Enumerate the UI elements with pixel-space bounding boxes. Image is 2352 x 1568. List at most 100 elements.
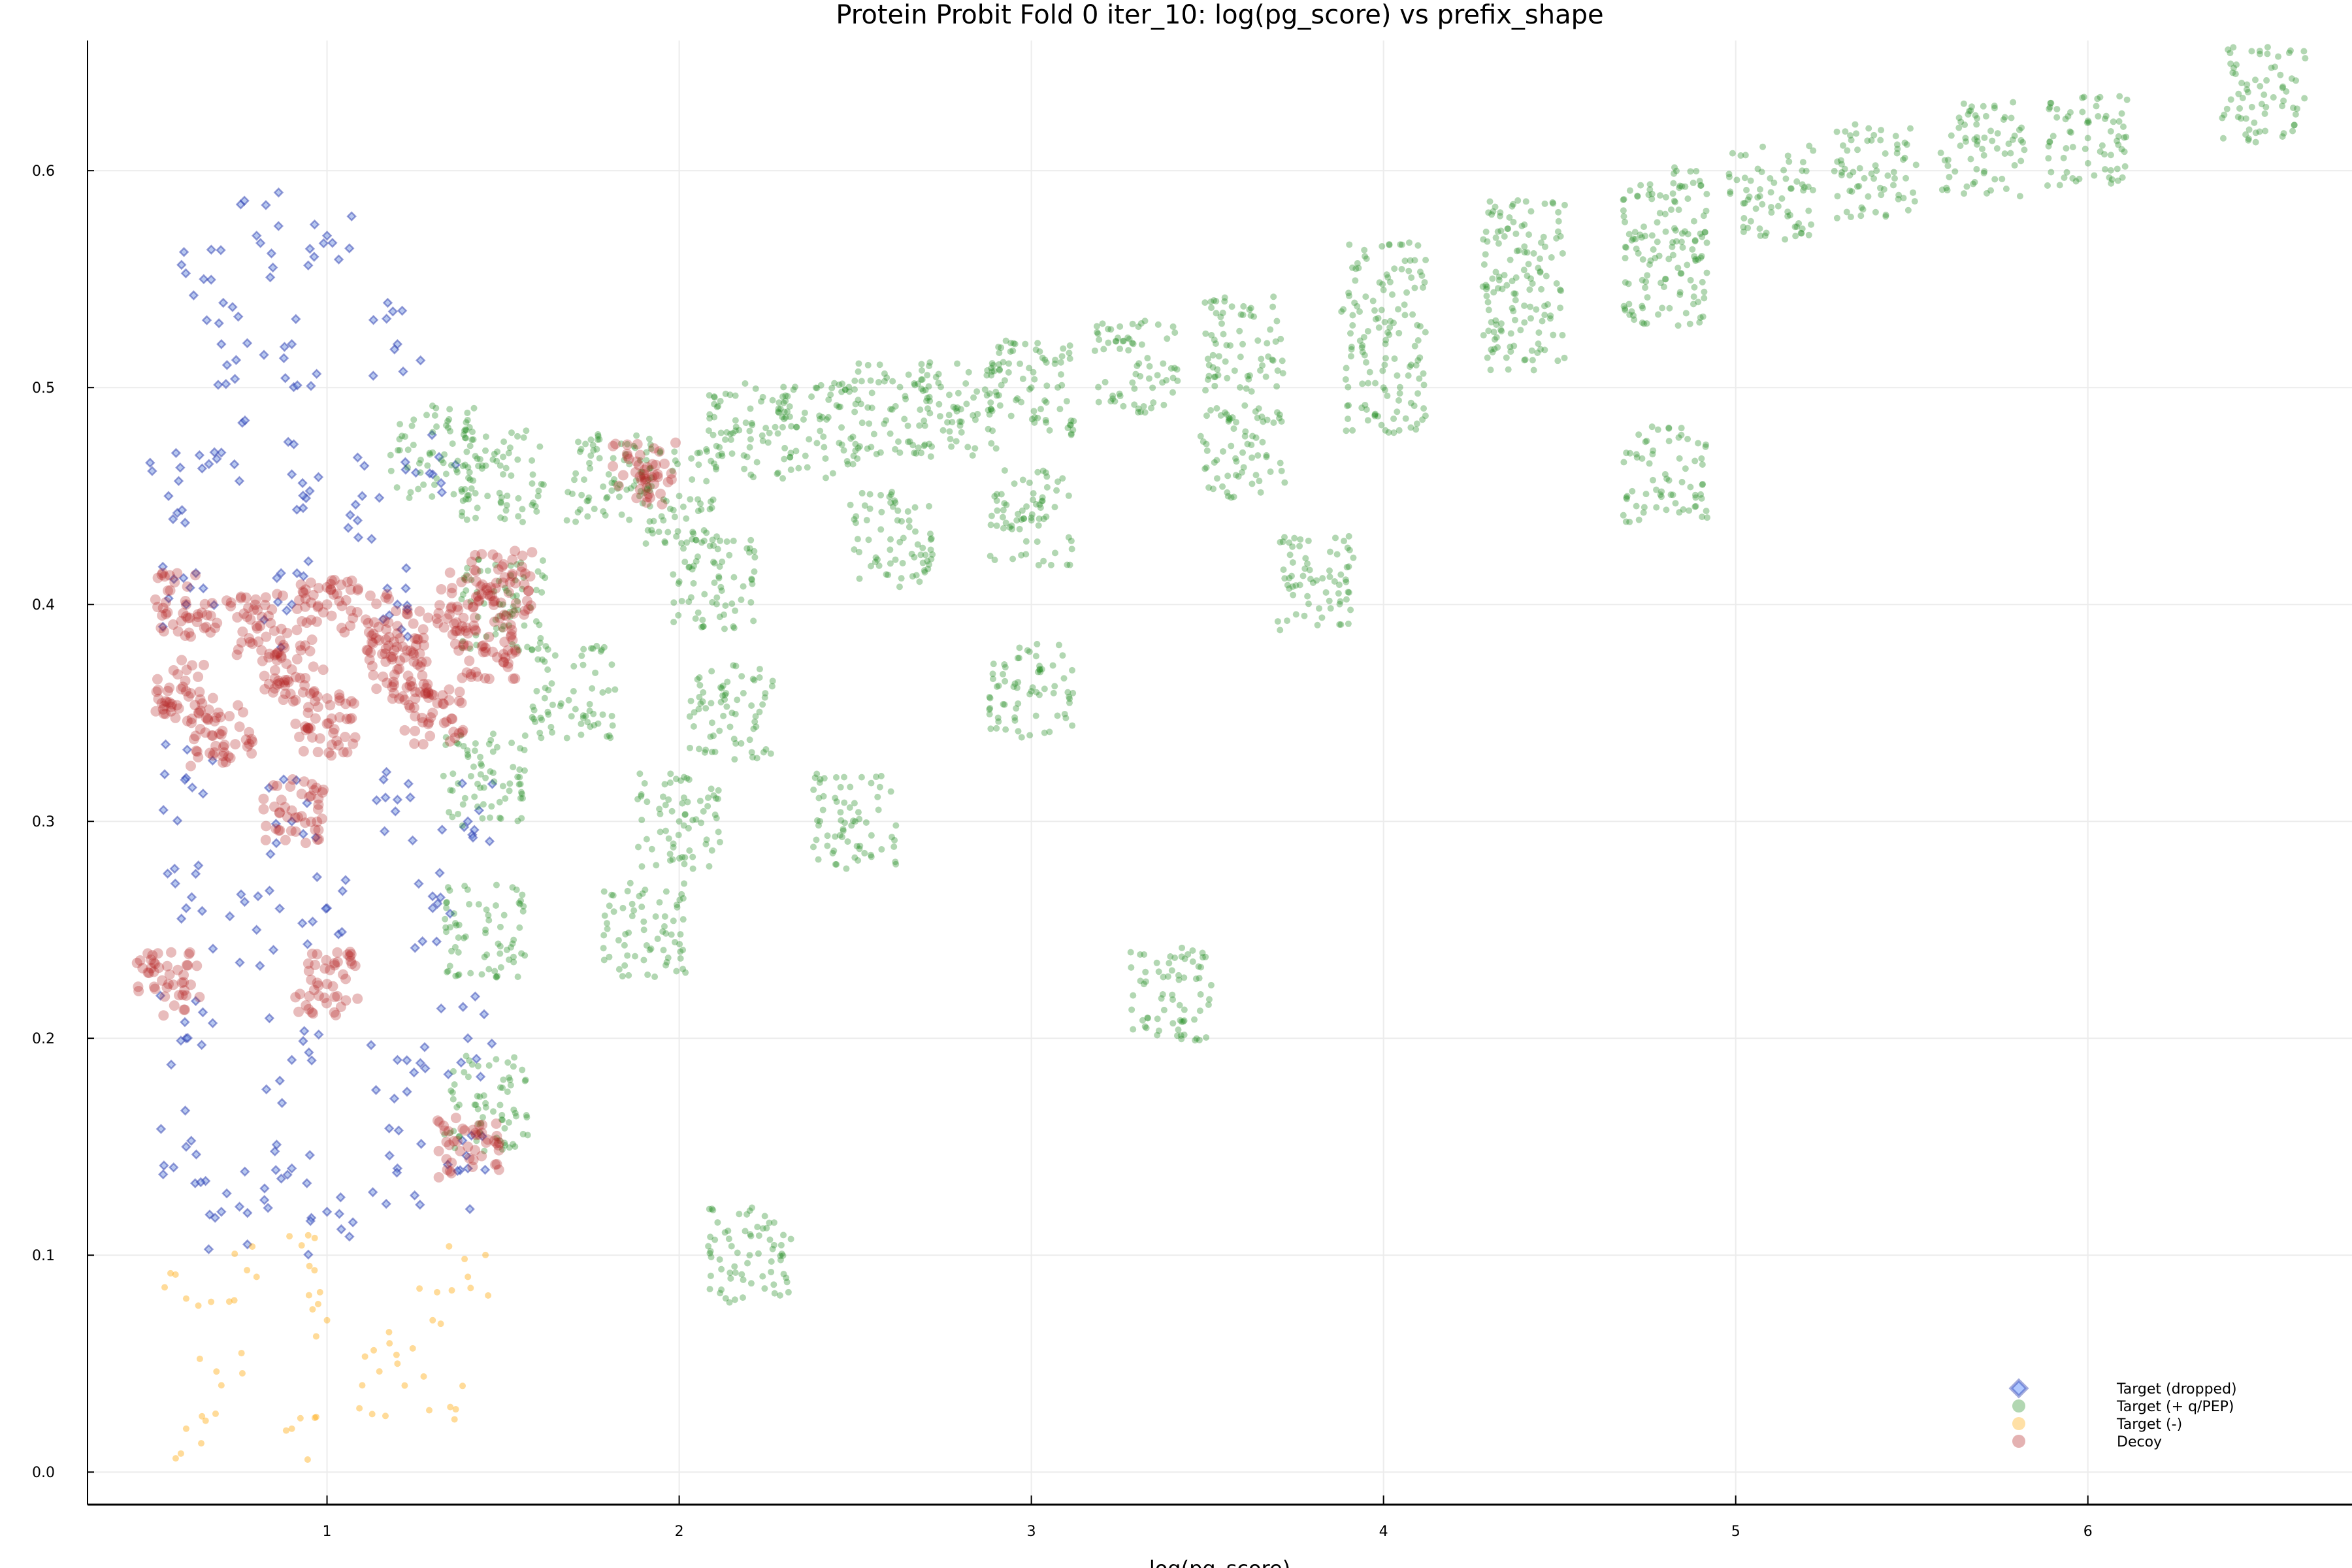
point-target-q-pep — [1530, 250, 1537, 257]
point-decoy — [256, 645, 267, 656]
point-target-q-pep — [697, 700, 704, 708]
point-target-dropped — [264, 885, 275, 896]
point-target-q-pep — [514, 456, 521, 463]
point-target-q-pep — [506, 780, 514, 787]
point-target-q-pep — [1937, 150, 1944, 157]
point-target-q-pep — [1026, 648, 1033, 655]
point-target-q-pep — [458, 595, 465, 602]
point-target-q-pep — [1058, 382, 1066, 389]
point-target-q-pep — [2119, 174, 2126, 181]
point-target-q-pep — [998, 382, 1005, 389]
point-target-q-pep — [1030, 497, 1037, 504]
point-target-q-pep — [474, 613, 482, 621]
point-target-q-pep — [670, 506, 677, 514]
point-target-q-pep — [1112, 338, 1119, 345]
point-target-q-pep — [1028, 511, 1036, 518]
point-target-q-pep — [504, 1059, 512, 1066]
point-target-q-pep — [646, 465, 653, 472]
point-target-q-pep — [1676, 509, 1683, 516]
point-target-q-pep — [1906, 125, 1914, 132]
point-decoy — [180, 686, 191, 696]
point-decoy — [499, 572, 510, 583]
point-target-dropped — [431, 936, 442, 947]
point-target-q-pep — [792, 423, 800, 431]
point-target-dropped — [303, 260, 314, 271]
point-target-q-pep — [1409, 311, 1416, 318]
point-target-q-pep — [1756, 225, 1763, 232]
point-decoy — [427, 708, 438, 719]
point-target-q-pep — [815, 822, 822, 829]
point-target-q-pep — [747, 1232, 755, 1239]
point-decoy — [225, 753, 236, 764]
point-target-q-pep — [1289, 543, 1296, 550]
point-target-q-pep — [600, 888, 608, 895]
point-target-q-pep — [779, 1252, 787, 1259]
point-target-q-pep — [1176, 1002, 1183, 1009]
point-target-q-pep — [722, 602, 729, 610]
point-target-q-pep — [2101, 115, 2108, 122]
point-target-q-pep — [753, 755, 760, 762]
point-target-dropped — [157, 621, 169, 632]
point-decoy — [304, 990, 315, 1002]
point-decoy — [295, 640, 306, 651]
x-tick-label: 5 — [1731, 1524, 1740, 1540]
point-target-q-pep — [624, 887, 631, 894]
point-target — [311, 1234, 318, 1241]
point-target-q-pep — [681, 811, 689, 819]
point-target-q-pep — [1655, 311, 1662, 318]
point-target-q-pep — [730, 537, 737, 544]
point-target-q-pep — [1039, 494, 1046, 501]
point-target-q-pep — [986, 711, 993, 718]
point-target-q-pep — [456, 1102, 463, 1109]
point-target-q-pep — [557, 700, 564, 707]
point-target-q-pep — [1868, 170, 1875, 177]
point-target-q-pep — [830, 847, 838, 855]
point-target-dropped — [436, 487, 448, 498]
point-target-q-pep — [1095, 384, 1102, 391]
point-target-q-pep — [1868, 137, 1875, 144]
point-decoy — [344, 951, 355, 962]
point-target-dropped — [186, 1135, 197, 1146]
point-target-q-pep — [1236, 327, 1243, 335]
point-target-dropped — [159, 1160, 169, 1171]
point-target-q-pep — [625, 972, 632, 979]
point-decoy — [441, 716, 452, 727]
point-target — [195, 1302, 202, 1309]
point-target-dropped — [384, 1123, 395, 1134]
point-target-q-pep — [824, 832, 831, 840]
point-target-q-pep — [503, 502, 510, 509]
point-decoy — [389, 679, 400, 691]
point-target-q-pep — [1537, 268, 1544, 275]
legend-label-target: Target (-) — [2116, 1416, 2182, 1433]
point-target-q-pep — [657, 449, 664, 456]
point-target-q-pep — [970, 412, 977, 419]
point-target-q-pep — [847, 501, 854, 508]
point-decoy — [156, 569, 167, 580]
point-target-q-pep — [751, 568, 758, 575]
point-target-q-pep — [1699, 481, 1707, 488]
point-target-q-pep — [1208, 304, 1215, 312]
point-target-q-pep — [1263, 453, 1270, 461]
point-target-q-pep — [1701, 229, 1708, 236]
point-decoy — [381, 624, 392, 635]
point-target-q-pep — [1407, 424, 1414, 431]
point-target-q-pep — [2279, 133, 2286, 140]
point-target-q-pep — [841, 819, 848, 826]
point-target-q-pep — [442, 915, 449, 923]
point-decoy — [418, 640, 429, 651]
point-target-q-pep — [532, 718, 539, 725]
point-target-q-pep — [1153, 959, 1160, 966]
point-target — [304, 1456, 311, 1463]
point-decoy — [278, 694, 289, 706]
point-decoy — [523, 585, 534, 596]
point-target-q-pep — [1169, 374, 1177, 382]
point-target-q-pep — [491, 968, 498, 975]
point-target-q-pep — [992, 445, 1000, 452]
point-target-q-pep — [1273, 383, 1281, 390]
point-target-q-pep — [1561, 201, 1568, 208]
point-target-q-pep — [896, 449, 904, 456]
point-decoy — [290, 992, 301, 1003]
point-target-q-pep — [600, 508, 607, 515]
point-target-q-pep — [896, 384, 904, 391]
point-target-q-pep — [896, 583, 903, 591]
